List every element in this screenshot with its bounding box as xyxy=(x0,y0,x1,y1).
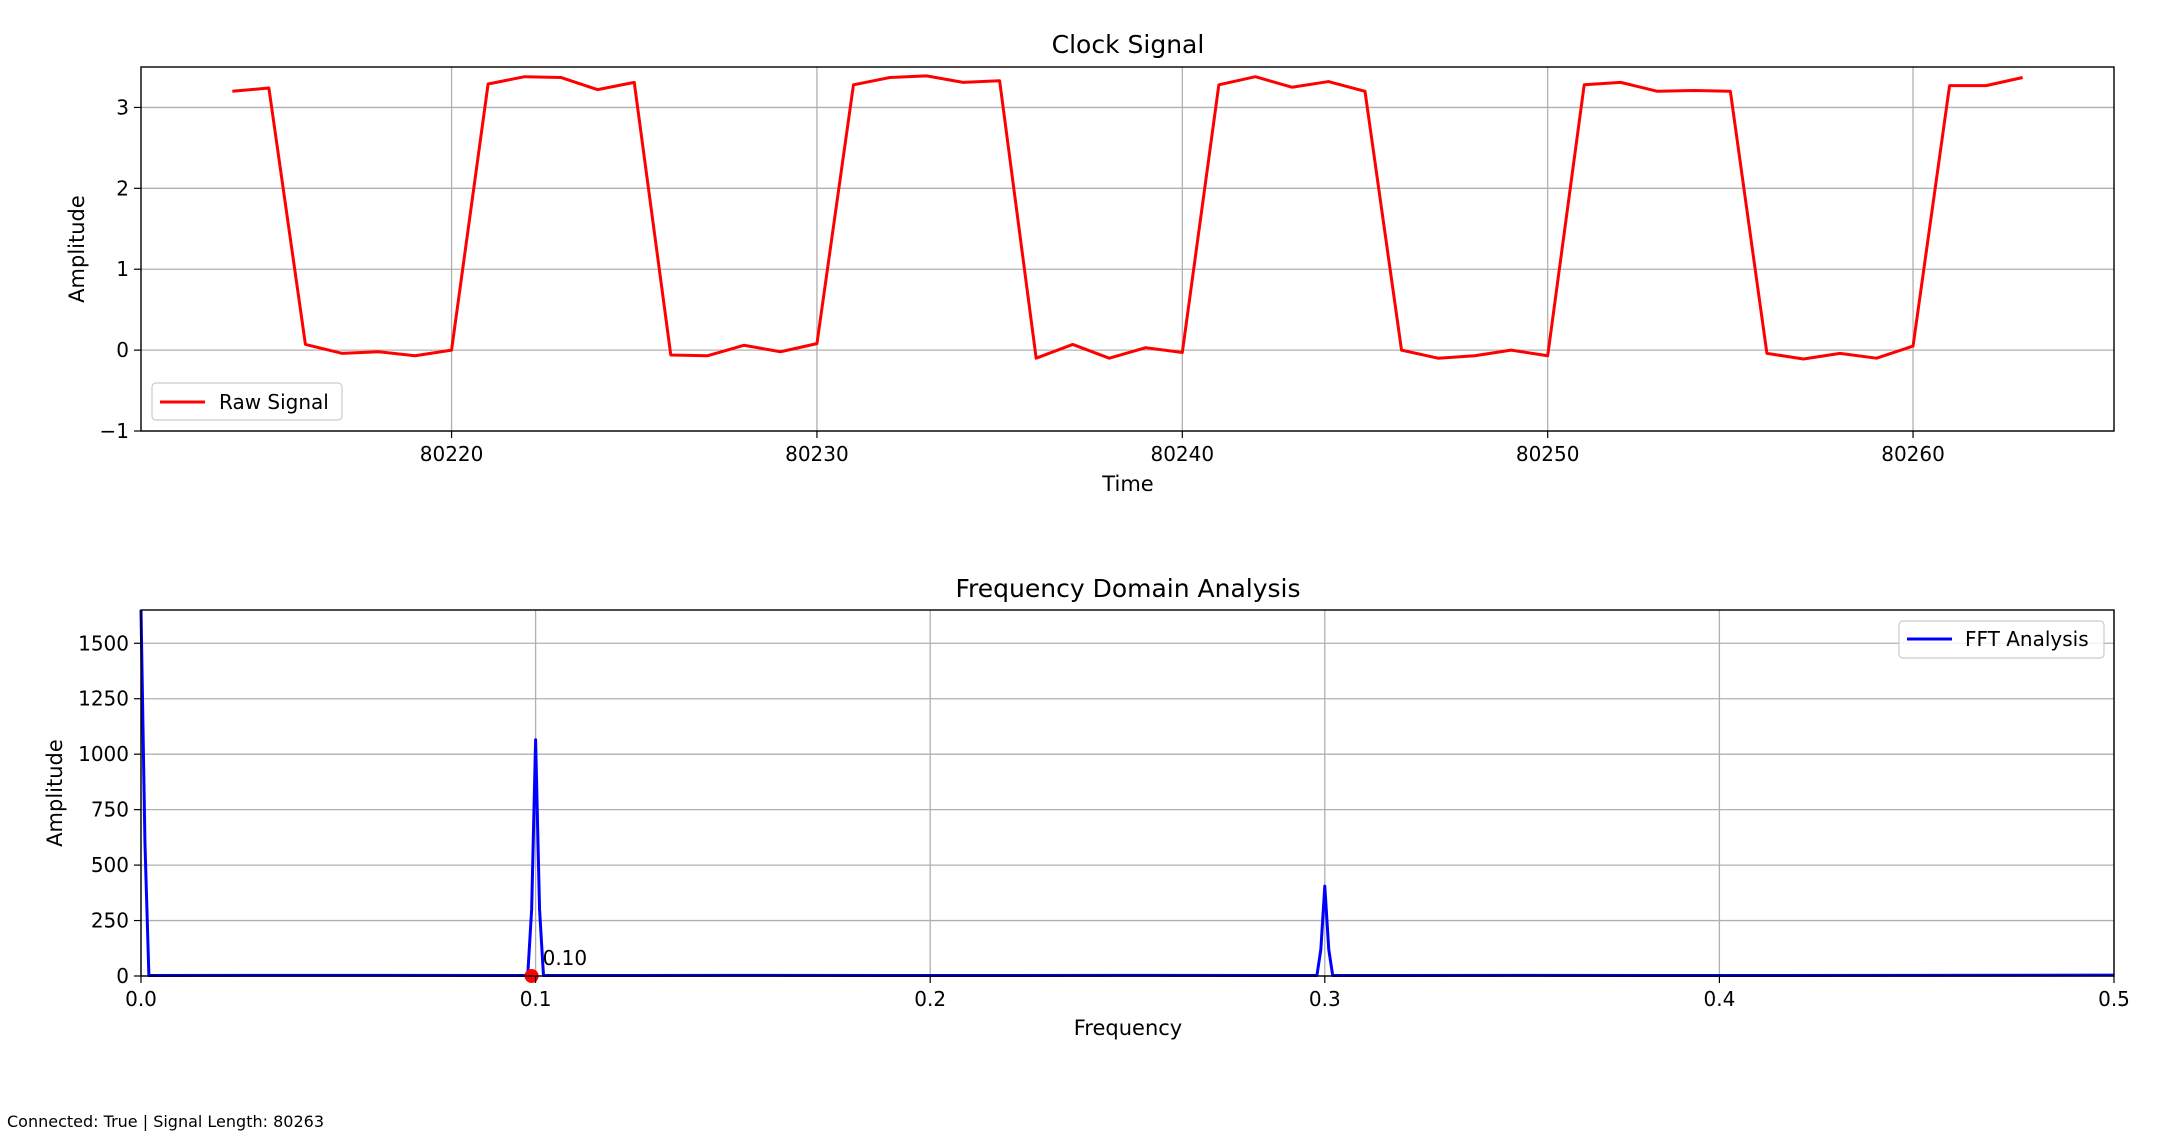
clock-signal-title: Clock Signal xyxy=(1052,30,1205,59)
y-tick-label: 0 xyxy=(116,338,129,362)
fft-ylabel: Amplitude xyxy=(43,739,67,847)
status-connected-prefix: Connected: xyxy=(7,1112,104,1131)
fft-xlabel: Frequency xyxy=(1074,1016,1183,1040)
series-line-raw-signal xyxy=(232,74,2023,361)
x-tick-label: 0.1 xyxy=(520,987,552,1011)
fft-grid xyxy=(140,610,2115,977)
fft-annotations: 0.10 xyxy=(524,946,588,983)
fft-title: Frequency Domain Analysis xyxy=(955,574,1300,603)
x-tick-label: 80220 xyxy=(420,442,484,466)
status-bar: Connected: True | Signal Length: 80263 xyxy=(7,1112,324,1131)
x-tick-label: 80230 xyxy=(785,442,849,466)
fft-xticks: 0.0 0.1 0.2 0.3 0.4 0.5 xyxy=(125,976,2130,1011)
x-tick-label: 0.4 xyxy=(1703,987,1735,1011)
x-tick-label: 80260 xyxy=(1881,442,1945,466)
legend-label-raw-signal: Raw Signal xyxy=(219,390,329,414)
y-tick-label: 1 xyxy=(116,257,129,281)
y-tick-label: 500 xyxy=(91,853,129,877)
legend-label-fft-analysis: FFT Analysis xyxy=(1965,627,2089,651)
status-separator: | xyxy=(137,1112,154,1131)
peak-label: 0.10 xyxy=(543,946,588,970)
clock-signal-xlabel: Time xyxy=(1101,472,1153,496)
y-tick-label: 1000 xyxy=(78,742,129,766)
y-tick-label: 3 xyxy=(116,95,129,119)
legend-box xyxy=(1898,620,2105,659)
x-tick-label: 0.5 xyxy=(2098,987,2130,1011)
clock-signal-chart: Clock Signal 80220 80230 80240 80250 80260 −… xyxy=(65,30,2115,496)
status-length-prefix: Signal Length: xyxy=(153,1112,274,1131)
clock-signal-yticks: −1 0 1 2 3 xyxy=(100,95,141,443)
status-connected-value: True xyxy=(103,1112,138,1131)
clock-signal-ylabel: Amplitude xyxy=(65,195,89,303)
clock-signal-series xyxy=(232,74,2023,361)
x-tick-label: 80240 xyxy=(1150,442,1214,466)
y-tick-label: 0 xyxy=(116,964,129,988)
clock-signal-xticks: 80220 80230 80240 80250 80260 xyxy=(420,431,1945,466)
x-tick-label: 0.2 xyxy=(914,987,946,1011)
clock-signal-grid xyxy=(141,67,2114,432)
fft-chart: Frequency Domain Analysis 0.10 0.0 0.1 0.2… xyxy=(43,574,2130,1040)
fft-axes-frame xyxy=(140,609,2115,977)
clock-signal-legend: Raw Signal xyxy=(151,382,343,421)
x-tick-label: 0.3 xyxy=(1309,987,1341,1011)
status-length-value: 80263 xyxy=(273,1112,324,1131)
fft-yticks: 0 250 500 750 1000 1250 1500 xyxy=(78,631,141,988)
legend-box xyxy=(151,382,343,421)
y-tick-label: 1250 xyxy=(78,687,129,711)
fft-legend: FFT Analysis xyxy=(1898,620,2105,659)
y-tick-label: 1500 xyxy=(78,631,129,655)
y-tick-label: 750 xyxy=(91,798,129,822)
y-tick-label: 250 xyxy=(91,909,129,933)
y-tick-label: −1 xyxy=(100,419,129,443)
clock-signal-axes-frame xyxy=(140,66,2115,432)
y-tick-label: 2 xyxy=(116,176,129,200)
x-tick-label: 80250 xyxy=(1516,442,1580,466)
x-tick-label: 0.0 xyxy=(125,987,157,1011)
